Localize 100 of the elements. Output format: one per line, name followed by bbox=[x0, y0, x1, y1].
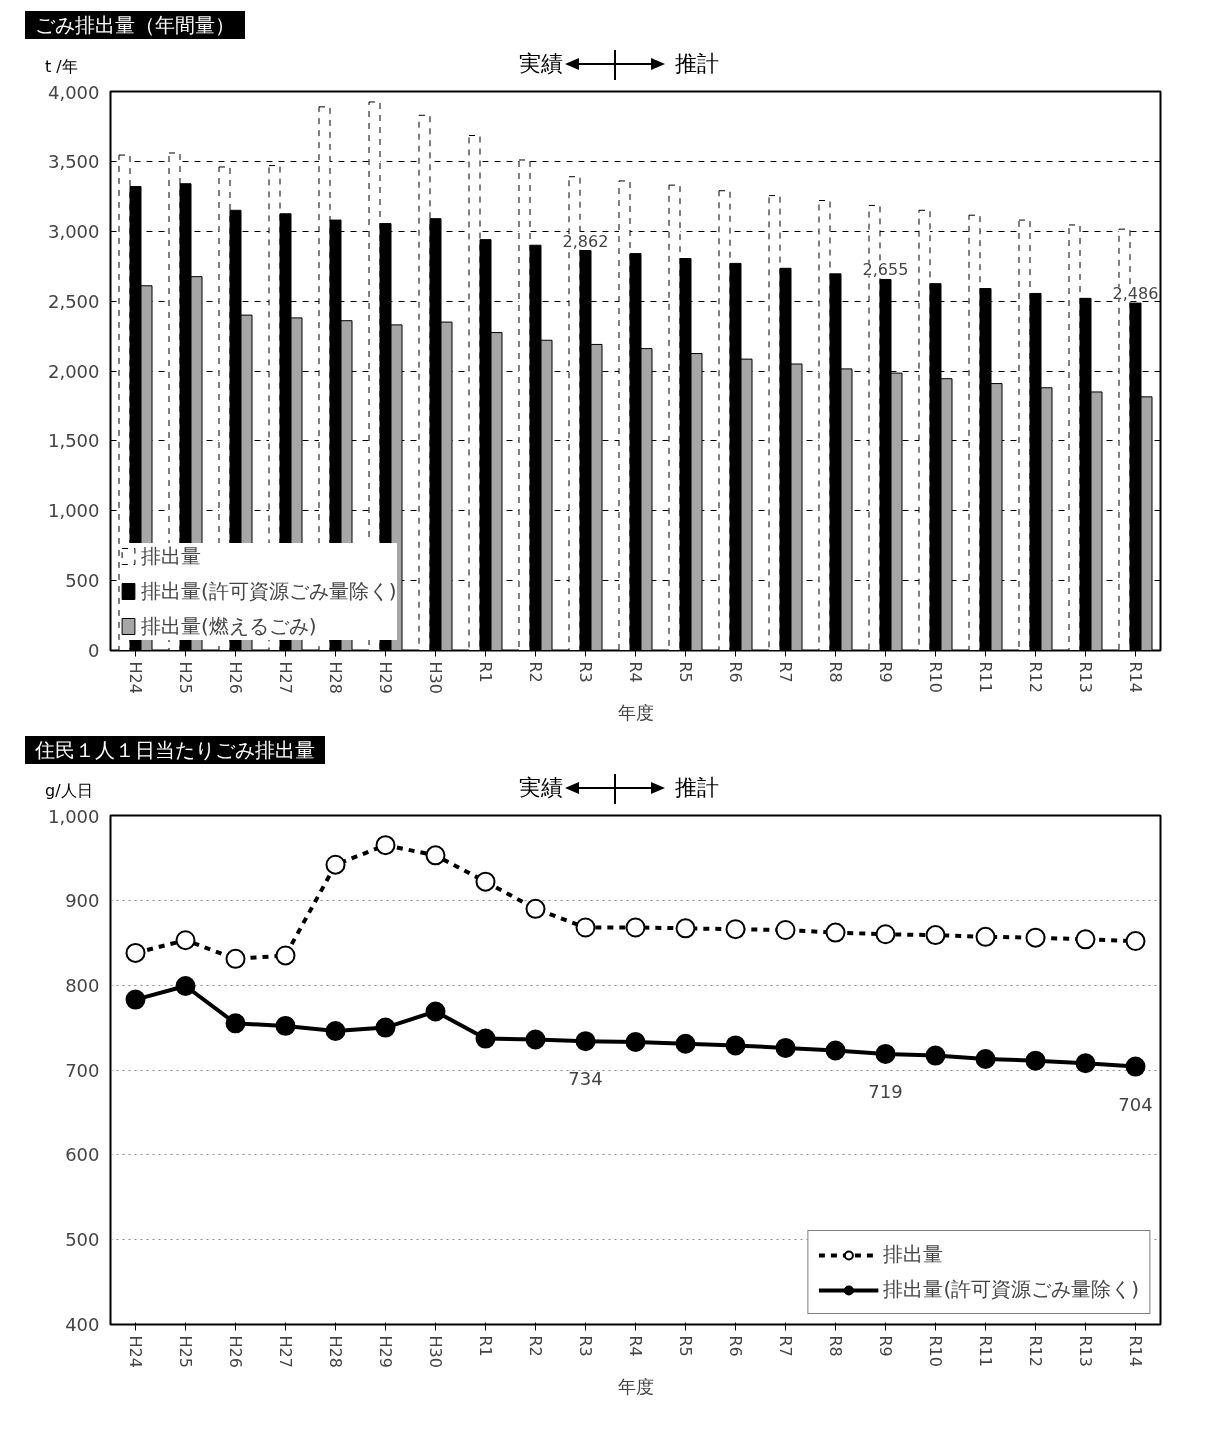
data-label: 719 bbox=[868, 1081, 903, 1103]
x-axis-title: 年度 bbox=[617, 701, 654, 723]
point bbox=[875, 1044, 896, 1064]
point bbox=[725, 1035, 746, 1056]
point bbox=[475, 871, 496, 892]
point bbox=[125, 943, 146, 964]
legend-label: 排出量(許可資源ごみ量除く) bbox=[141, 577, 397, 605]
point bbox=[375, 1017, 396, 1038]
x-tick-label: R2 bbox=[526, 661, 545, 683]
point bbox=[775, 920, 796, 941]
x-tick-label: R13 bbox=[1076, 661, 1095, 693]
point bbox=[575, 917, 596, 938]
point bbox=[975, 926, 996, 947]
y-tick-label: 2,500 bbox=[47, 290, 100, 312]
x-tick-label: R2 bbox=[526, 1335, 545, 1357]
point bbox=[125, 989, 146, 1010]
x-tick-label: R5 bbox=[676, 1335, 695, 1357]
point bbox=[725, 919, 746, 940]
x-tick-label: H25 bbox=[176, 1335, 195, 1369]
point bbox=[325, 1021, 346, 1042]
point bbox=[1025, 927, 1046, 948]
point bbox=[975, 1049, 996, 1070]
legend-label: 排出量 bbox=[141, 542, 201, 570]
point bbox=[325, 854, 346, 875]
x-tick-label: R14 bbox=[1126, 1335, 1145, 1368]
y-tick-label: 1,000 bbox=[47, 805, 100, 827]
y-tick-label: 700 bbox=[65, 1059, 100, 1081]
data-label: 704 bbox=[1118, 1093, 1153, 1115]
y-tick-label: 2,000 bbox=[47, 360, 100, 382]
x-tick-label: H30 bbox=[426, 1335, 445, 1369]
point bbox=[825, 922, 846, 943]
point bbox=[1075, 929, 1096, 950]
y-tick-label: 4,000 bbox=[47, 81, 100, 103]
point bbox=[925, 1045, 946, 1066]
x-tick-label: R5 bbox=[676, 661, 695, 683]
point bbox=[625, 1032, 646, 1053]
x-tick-label: R6 bbox=[726, 1335, 745, 1357]
point bbox=[875, 924, 896, 945]
point bbox=[525, 1029, 546, 1050]
x-tick-label: H26 bbox=[226, 661, 245, 694]
x-tick-label: R4 bbox=[626, 661, 645, 683]
text: 推計 bbox=[675, 49, 719, 78]
data-label: 734 bbox=[568, 1068, 603, 1090]
text: 実績 bbox=[519, 774, 563, 803]
x-tick-label: R8 bbox=[826, 661, 845, 683]
x-tick-label: H27 bbox=[276, 1335, 295, 1369]
point bbox=[1025, 1050, 1046, 1071]
point bbox=[225, 949, 246, 969]
x-tick-label: H29 bbox=[376, 661, 395, 694]
point bbox=[275, 1016, 296, 1036]
y-tick-label: 1,500 bbox=[47, 429, 100, 451]
x-tick-label: H28 bbox=[326, 1335, 345, 1369]
x-axis-title: 年度 bbox=[617, 1376, 654, 1398]
x-tick-label: H24 bbox=[126, 661, 145, 694]
legend-label: 排出量(燃えるごみ) bbox=[141, 612, 317, 640]
y-tick-label: 3,500 bbox=[47, 150, 100, 172]
x-tick-label: R7 bbox=[776, 661, 795, 683]
y-tick-label: 1,000 bbox=[47, 499, 100, 521]
point bbox=[425, 845, 446, 866]
y-tick-label: 3,000 bbox=[47, 220, 100, 242]
data-label: 2,655 bbox=[862, 260, 909, 280]
point bbox=[775, 1038, 796, 1059]
x-tick-label: R14 bbox=[1126, 661, 1145, 693]
point bbox=[575, 1031, 596, 1052]
point bbox=[1075, 1053, 1096, 1074]
point bbox=[625, 917, 646, 938]
y-tick-label: 800 bbox=[65, 974, 100, 996]
x-tick-label: R6 bbox=[726, 661, 745, 683]
data-label: 2,862 bbox=[562, 231, 609, 251]
x-tick-label: H29 bbox=[376, 1335, 395, 1369]
point bbox=[375, 835, 396, 856]
x-tick-label: R4 bbox=[626, 1335, 645, 1357]
x-tick-label: R9 bbox=[876, 1335, 895, 1357]
x-tick-label: R3 bbox=[576, 1335, 595, 1357]
y-tick-label: 400 bbox=[65, 1314, 100, 1336]
y-axis-title: t /年 bbox=[45, 55, 78, 78]
point bbox=[475, 1028, 496, 1049]
data-label: 2,486 bbox=[1112, 283, 1159, 303]
point bbox=[225, 1013, 246, 1034]
y-axis-title: g/人日 bbox=[45, 780, 93, 803]
point bbox=[675, 1033, 696, 1054]
x-tick-label: R7 bbox=[776, 1335, 795, 1357]
y-tick-label: 500 bbox=[65, 1229, 100, 1251]
text: 実績 bbox=[519, 49, 563, 78]
point bbox=[275, 945, 296, 966]
x-tick-label: H28 bbox=[326, 661, 345, 694]
point bbox=[825, 1040, 846, 1061]
x-tick-label: H25 bbox=[176, 661, 195, 694]
x-tick-label: H27 bbox=[276, 661, 295, 694]
y-tick-label: 600 bbox=[65, 1144, 100, 1166]
y-tick-label: 900 bbox=[65, 889, 100, 911]
x-tick-label: H26 bbox=[226, 1335, 245, 1369]
point bbox=[1125, 1056, 1146, 1077]
x-tick-label: R8 bbox=[826, 1335, 845, 1357]
point bbox=[675, 918, 696, 939]
x-tick-label: R13 bbox=[1076, 1335, 1095, 1368]
x-tick-label: R11 bbox=[976, 661, 995, 693]
x-tick-label: H24 bbox=[126, 1335, 145, 1369]
x-tick-label: R10 bbox=[926, 1335, 945, 1368]
point bbox=[525, 898, 546, 919]
